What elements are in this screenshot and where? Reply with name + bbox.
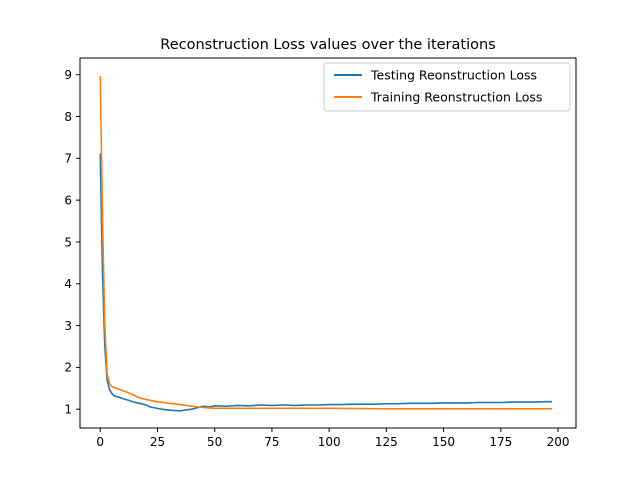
y-tick-label: 4 (64, 277, 72, 291)
x-tick-label: 75 (264, 435, 279, 449)
y-tick-label: 2 (64, 361, 72, 375)
y-tick-label: 3 (64, 319, 72, 333)
y-axis: 1 2 3 4 5 6 7 8 9 (64, 68, 80, 416)
y-tick-label: 7 (64, 152, 72, 166)
legend-label-testing: Testing Reonstruction Loss (370, 68, 537, 83)
y-tick-label: 6 (64, 193, 72, 207)
y-tick-label: 9 (64, 68, 72, 82)
series-layer (99, 75, 552, 412)
legend-box (323, 62, 571, 112)
plot-frame (79, 57, 577, 429)
y-tick-label: 1 (64, 402, 72, 416)
series-line-testing (99, 153, 552, 412)
legend: Testing Reonstruction Loss Training Reon… (323, 62, 571, 112)
x-tick-label: 25 (150, 435, 165, 449)
x-tick-label: 150 (432, 435, 455, 449)
x-tick-label: 200 (547, 435, 570, 449)
y-tick-label: 5 (64, 235, 72, 249)
x-axis: 0 25 50 75 100 125 150 175 200 (96, 428, 569, 449)
x-tick-label: 125 (375, 435, 398, 449)
legend-label-training: Training Reonstruction Loss (370, 90, 542, 105)
chart-title: Reconstruction Loss values over the iter… (160, 37, 495, 53)
x-tick-label: 50 (207, 435, 222, 449)
x-tick-label: 175 (489, 435, 512, 449)
y-tick-label: 8 (64, 110, 72, 124)
plot-area (79, 57, 577, 429)
series-line-training (99, 75, 552, 410)
x-tick-label: 0 (96, 435, 104, 449)
x-tick-label: 100 (318, 435, 341, 449)
